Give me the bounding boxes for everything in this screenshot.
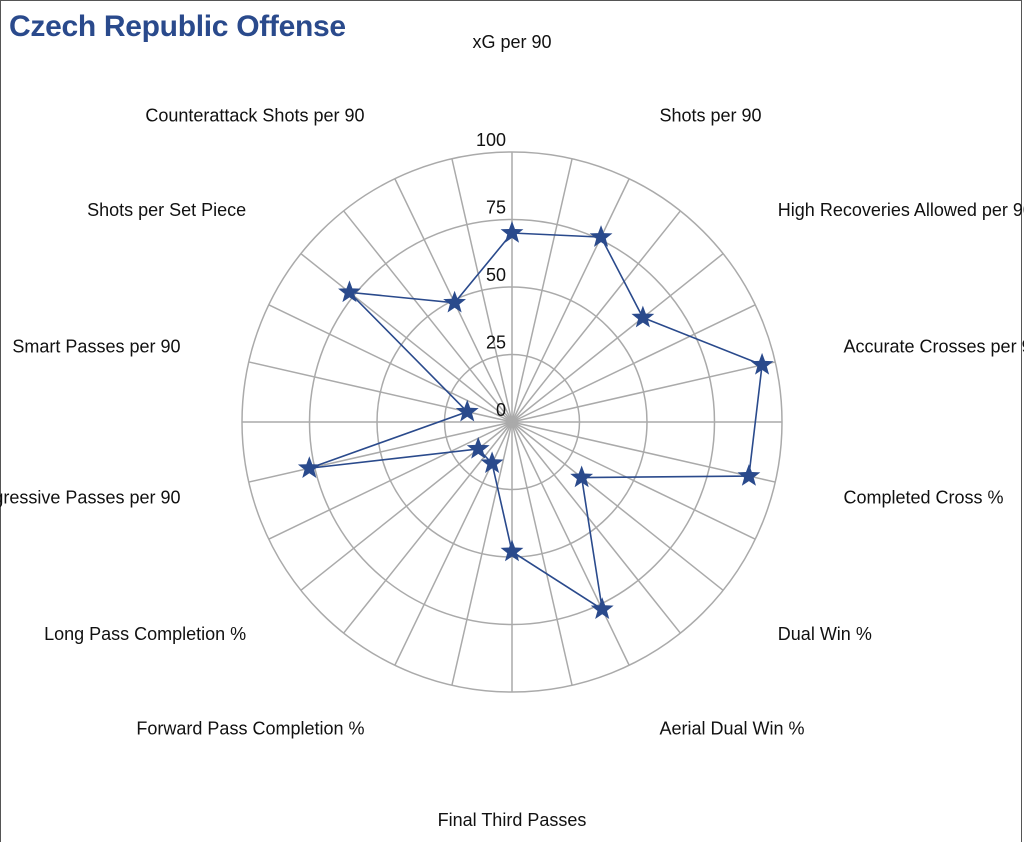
data-point-marker [466,436,490,459]
spoke-line [511,158,573,423]
category-label: Shots per Set Piece [87,200,246,220]
category-label: Long Pass Completion % [44,624,246,644]
spoke-line [451,421,513,686]
category-label: Forward Pass Completion % [136,718,364,738]
spoke-line [248,421,513,483]
spoke-line [511,421,724,591]
spoke-line [451,158,513,423]
data-point-marker [500,221,524,243]
spoke-line [300,253,513,423]
spoke-line [511,178,630,423]
spoke-line [511,421,756,540]
spoke-line [511,421,776,483]
data-point-marker [631,305,655,328]
radial-tick-label: 75 [486,198,506,218]
spoke-line [343,421,513,634]
category-label: xG per 90 [472,32,551,52]
category-label: High Recoveries Allowed per 90 [778,200,1024,220]
category-label: Final Third Passes [438,810,587,830]
data-point-marker [338,280,361,303]
radial-tick-label: 0 [496,400,506,420]
spoke-line [511,361,776,423]
spoke-line [511,304,756,423]
radial-tick-label: 25 [486,333,506,353]
spoke-line [268,421,513,540]
data-point-marker [500,539,524,562]
data-point-marker [590,597,614,620]
spoke-line [511,253,724,423]
data-point-marker [589,225,613,247]
spoke-line [511,421,573,686]
category-label: Aerial Dual Win % [660,718,805,738]
category-label: Dual Win % [778,624,872,644]
chart-title: Czech Republic Offense [9,10,346,43]
spoke-line [343,210,513,423]
category-label: Accurate Crosses per 90 [844,336,1024,356]
radial-tick-label: 100 [476,130,506,150]
data-point-marker [737,464,761,486]
data-point-marker [570,465,594,488]
spoke-line [511,210,681,423]
data-point-marker [297,456,321,478]
data-point-marker [480,451,504,474]
data-point-marker [443,290,467,313]
category-label: Counterattack Shots per 90 [145,106,364,126]
spoke-line [511,421,681,634]
category-label: Completed Cross % [844,488,1004,508]
category-label: Progressive Passes per 90 [0,488,181,508]
category-label: Shots per 90 [660,106,762,126]
category-label: Smart Passes per 90 [12,336,180,356]
spoke-line [268,304,513,423]
data-point-marker [750,352,774,375]
spoke-line [511,421,630,666]
data-point-marker [455,399,479,422]
spoke-line [248,361,513,423]
radial-tick-label: 50 [486,265,506,285]
